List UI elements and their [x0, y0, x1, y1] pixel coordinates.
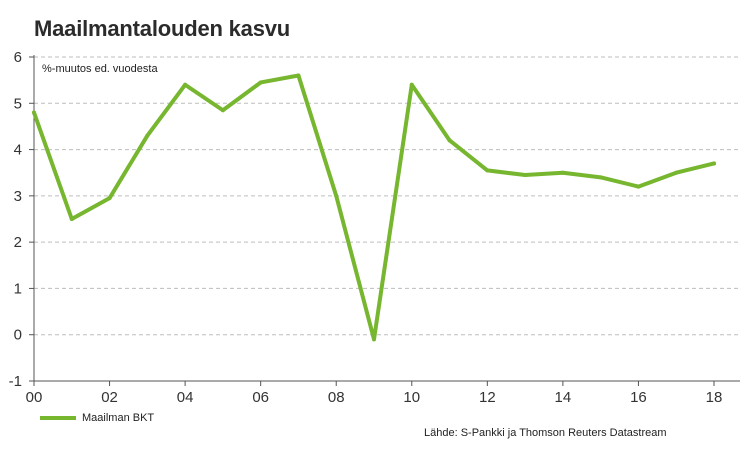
x-tick-label: 14 — [555, 389, 572, 406]
x-tick-label: 04 — [177, 389, 194, 406]
chart-title: Maailmantalouden kasvu — [34, 16, 291, 41]
y-axis-unit-label: %-muutos ed. vuodesta — [42, 63, 158, 75]
x-tick-label: 16 — [630, 389, 647, 406]
data-point — [523, 173, 528, 178]
y-tick-label: 3 — [14, 188, 22, 205]
source-note: Lähde: S-Pankki ja Thomson Reuters Datas… — [424, 427, 667, 439]
series-layer — [32, 73, 716, 342]
x-tick-label: 08 — [328, 389, 345, 406]
data-point — [32, 110, 36, 115]
x-tick-labels: 00 02 04 06 08 10 12 14 16 18 — [26, 389, 723, 406]
data-point — [674, 170, 679, 175]
y-tick-label: 5 — [14, 95, 22, 112]
data-point — [220, 108, 225, 113]
legend-swatch — [40, 416, 76, 420]
series-line-0 — [32, 73, 716, 342]
data-point — [296, 73, 301, 78]
axes — [29, 55, 740, 386]
data-point — [145, 133, 150, 138]
data-point — [598, 175, 603, 180]
gridlines — [34, 56, 740, 336]
x-tick-label: 12 — [479, 389, 496, 406]
legend: Maailman BKT — [40, 412, 154, 424]
data-point — [258, 80, 263, 85]
data-point — [636, 184, 641, 189]
data-point — [560, 170, 565, 175]
data-point — [409, 82, 414, 87]
y-tick-label: 1 — [14, 280, 22, 297]
legend-label: Maailman BKT — [82, 412, 155, 424]
data-point — [372, 337, 376, 342]
x-tick-label: 18 — [706, 389, 723, 406]
data-point — [107, 196, 112, 201]
y-tick-label: 6 — [14, 49, 22, 66]
y-tick-label: 2 — [14, 234, 22, 251]
data-point — [183, 82, 188, 87]
x-tick-label: 02 — [101, 389, 118, 406]
y-tick-label: -1 — [9, 373, 22, 390]
data-point — [485, 168, 490, 173]
y-tick-labels: -1 0 1 2 3 4 5 6 — [9, 49, 22, 390]
data-point — [447, 138, 452, 143]
y-tick-label: 4 — [14, 142, 22, 159]
data-point — [334, 193, 339, 198]
y-tick-label: 0 — [14, 327, 22, 344]
x-tick-label: 00 — [26, 389, 43, 406]
x-tick-label: 10 — [403, 389, 420, 406]
data-point — [712, 161, 716, 166]
data-point — [69, 217, 74, 221]
x-tick-label: 06 — [252, 389, 269, 406]
